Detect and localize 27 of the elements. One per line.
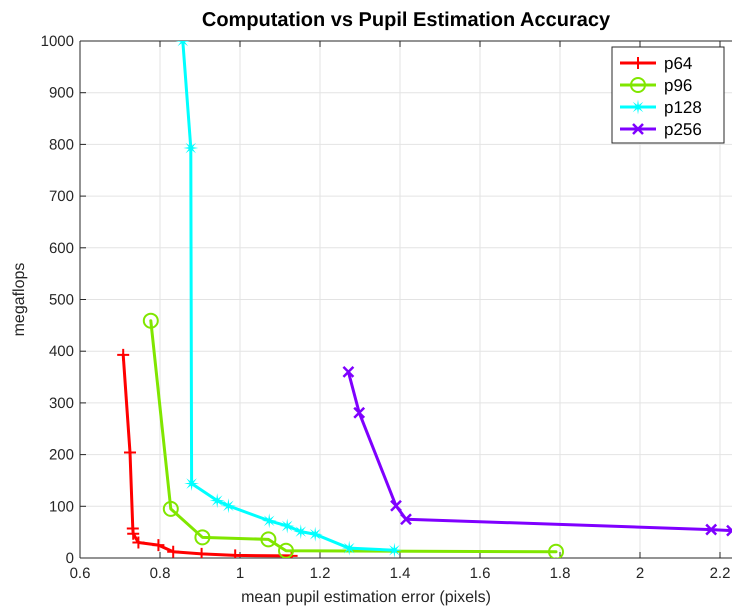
y-tick-label: 0: [66, 550, 74, 567]
x-tick-label: 1.2: [310, 565, 330, 582]
x-tick-label: 0.8: [150, 565, 170, 582]
y-axis-title: megaflops: [11, 262, 28, 336]
y-tick-label: 1000: [40, 33, 74, 50]
x-tick-label: 1.6: [470, 565, 490, 582]
x-tick-label: 2: [636, 565, 644, 582]
x-tick-label: 1: [236, 565, 244, 582]
legend-label: p256: [664, 120, 702, 139]
x-tick-label: 0.6: [70, 565, 90, 582]
x-tick-label: 1.8: [550, 565, 570, 582]
y-tick-label: 300: [48, 394, 74, 412]
y-tick-label: 800: [48, 136, 74, 154]
y-tick-label: 200: [48, 446, 74, 464]
x-tick-label: 2.2: [710, 565, 730, 582]
legend-label: p96: [664, 76, 692, 95]
y-tick-label: 600: [48, 240, 74, 257]
legend-label: p128: [664, 98, 702, 117]
y-tick-label: 400: [48, 343, 74, 360]
y-tick-label: 700: [48, 188, 74, 206]
y-tick-label: 500: [48, 292, 74, 308]
chart-title: Computation vs Pupil Estimation Accuracy: [202, 9, 611, 31]
legend-label: p64: [664, 54, 692, 73]
y-tick-label: 100: [48, 498, 74, 516]
y-tick-label: 900: [48, 84, 74, 102]
x-axis-title: mean pupil estimation error (pixels): [241, 589, 491, 606]
x-tick-label: 1.4: [390, 565, 410, 582]
